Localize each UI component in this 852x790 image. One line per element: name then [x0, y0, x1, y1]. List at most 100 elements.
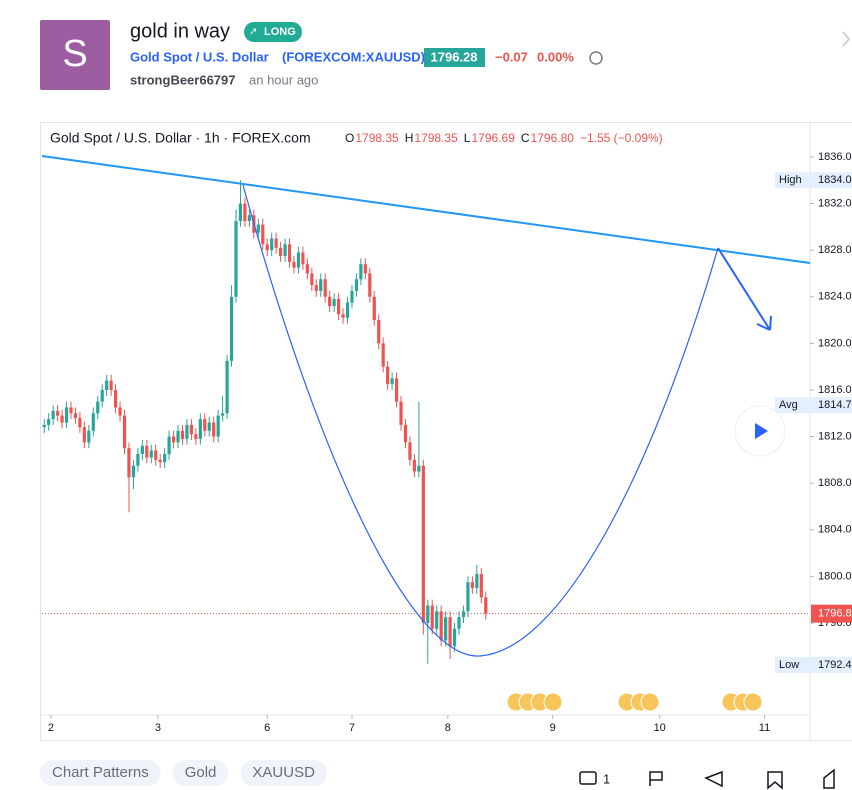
alert-icon[interactable]: [589, 51, 603, 65]
candle-body: [203, 419, 207, 431]
y-tick-label: 1836.0: [818, 151, 852, 163]
ticker[interactable]: (FOREXCOM:XAUUSD): [282, 49, 425, 64]
chart-legend: Gold Spot / U.S. Dollar · 1h · FOREX.com: [50, 130, 311, 146]
tag-text: Gold: [185, 764, 217, 781]
price-box: [424, 48, 485, 67]
marker-name: Low: [779, 659, 799, 671]
x-tick-label: 8: [445, 722, 451, 734]
candle-body: [180, 430, 185, 439]
ohlc-key: L: [464, 131, 471, 145]
x-tick-label: 9: [550, 722, 556, 734]
candle-body: [145, 445, 149, 458]
candle-body: [381, 343, 385, 367]
candle-body: [399, 401, 403, 425]
tag-pill[interactable]: [240, 760, 327, 786]
next-arrow[interactable]: [842, 31, 850, 47]
comment-icon[interactable]: [579, 771, 597, 785]
marker-box: [775, 397, 852, 414]
like-icon[interactable]: [823, 768, 835, 789]
flag-icon[interactable]: [649, 771, 663, 786]
candle-body: [470, 582, 474, 589]
candle-body: [461, 611, 466, 618]
candle-body: [305, 264, 309, 274]
candle-body: [372, 296, 376, 321]
author[interactable]: strongBeer66797: [130, 72, 236, 87]
candle-body: [149, 450, 153, 458]
candle-body: [377, 320, 381, 344]
candle-body: [96, 401, 100, 414]
candle-body: [386, 366, 390, 385]
legend-change: −1.55 (−0.09%): [580, 131, 663, 145]
ohlc-key: O: [345, 131, 354, 145]
footer-actions: [579, 768, 835, 790]
marker-name: Avg: [779, 399, 798, 411]
candle-body: [265, 244, 269, 251]
candle-body: [403, 424, 408, 443]
candle-body: [354, 279, 359, 291]
candle-body: [171, 436, 176, 443]
candle-body: [122, 415, 127, 449]
y-tick-label: 1808.0: [818, 477, 852, 489]
bookmark-icon[interactable]: [767, 771, 783, 790]
candle-body: [69, 407, 73, 414]
candle-body: [421, 465, 425, 623]
ohlc-value: 1798.35: [355, 131, 399, 145]
candle-body: [78, 417, 82, 428]
candle-body: [212, 422, 216, 437]
candle-body: [51, 410, 55, 420]
candle-body: [167, 436, 171, 455]
candle-body: [140, 445, 144, 455]
ohlc-key: C: [521, 131, 530, 145]
tag-pill[interactable]: [172, 760, 229, 786]
tag-text: XAUUSD: [252, 764, 315, 781]
share-icon[interactable]: [704, 770, 723, 788]
candle-body: [484, 597, 488, 614]
candle-body: [56, 410, 60, 416]
y-tick-label: 1824.0: [818, 291, 852, 303]
trend-line[interactable]: [41, 155, 811, 264]
candle-body: [87, 430, 91, 443]
symbol[interactable]: Gold Spot / U.S. Dollar: [130, 49, 269, 64]
y-tick-label: 1832.0: [818, 197, 852, 209]
candle-body: [198, 419, 202, 439]
badge: [244, 22, 302, 42]
curve-drawing[interactable]: [242, 184, 719, 657]
price: 1796.28: [431, 49, 478, 64]
ohlc-value: 1798.35: [414, 131, 458, 145]
candle-body: [368, 273, 372, 297]
candle-body: [229, 296, 234, 361]
last-price-box: [811, 604, 852, 623]
candle-body: [91, 413, 95, 431]
events: [506, 692, 763, 712]
avatar[interactable]: [40, 20, 110, 90]
candle-body: [457, 617, 461, 629]
candle-body: [350, 290, 354, 303]
candle-body: [207, 422, 211, 431]
badge-text: LONG: [264, 26, 296, 38]
candle-body: [341, 314, 345, 318]
candle-body: [466, 582, 470, 612]
candle-body: [328, 296, 332, 307]
candle-body: [158, 459, 162, 463]
candle-body: [283, 244, 287, 256]
ohlc-value: 1796.69: [471, 131, 515, 145]
candle-body: [310, 273, 314, 286]
candle-body: [390, 378, 394, 385]
x-tick-label: 10: [654, 722, 666, 734]
candle-body: [439, 611, 443, 641]
candle-body: [345, 302, 350, 318]
ohlc-key: H: [405, 131, 414, 145]
arrow-drawing[interactable]: [717, 247, 772, 331]
candle-body: [127, 448, 131, 478]
comment-count: 1: [603, 771, 610, 786]
marker-box: [775, 656, 852, 673]
candle-body: [105, 380, 109, 390]
marker-label: 1814.7: [818, 399, 852, 411]
candle-body: [444, 617, 448, 641]
tag-pill[interactable]: [40, 760, 161, 786]
candle-body: [319, 279, 323, 291]
y-tick-label: 1816.0: [818, 384, 852, 396]
candle-body: [475, 574, 479, 589]
idea-title[interactable]: gold in way: [130, 20, 230, 42]
candle-body: [323, 279, 327, 297]
